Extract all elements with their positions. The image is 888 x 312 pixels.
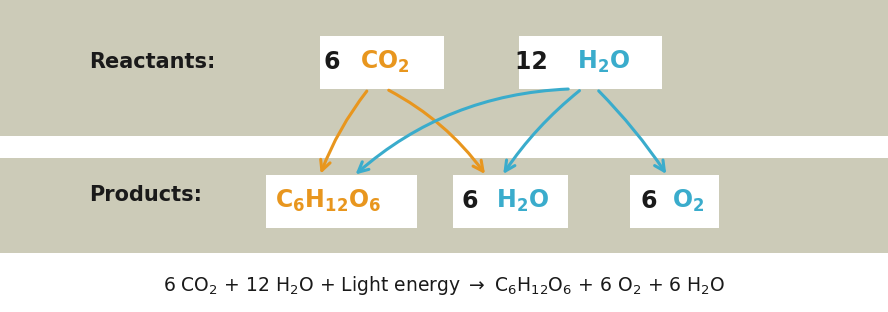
Text: Reactants:: Reactants:	[89, 52, 215, 72]
Bar	[0, 136, 888, 158]
Text: $\mathbf{H_2O}$: $\mathbf{H_2O}$	[577, 49, 630, 76]
Text: 6: 6	[641, 189, 666, 213]
Text: 6: 6	[462, 189, 487, 213]
Text: $\mathbf{C_6H_{12}O_6}$: $\mathbf{C_6H_{12}O_6}$	[275, 188, 382, 214]
Bar	[630, 175, 719, 228]
Text: Products:: Products:	[89, 185, 202, 205]
Bar	[320, 36, 444, 89]
Text: $\mathbf{O_2}$: $\mathbf{O_2}$	[672, 188, 704, 214]
Bar	[519, 36, 662, 89]
Text: $\mathbf{CO_2}$: $\mathbf{CO_2}$	[360, 49, 409, 76]
Text: $\mathbf{H_2O}$: $\mathbf{H_2O}$	[496, 188, 549, 214]
Text: 6: 6	[324, 51, 349, 74]
Bar	[0, 253, 888, 312]
Text: 6 CO$_2$ + 12 H$_2$O + Light energy $\rightarrow$ C$_6$H$_{12}$O$_6$ + 6 O$_2$ +: 6 CO$_2$ + 12 H$_2$O + Light energy $\ri…	[163, 274, 725, 297]
Text: 12: 12	[515, 51, 556, 74]
Bar	[266, 175, 417, 228]
Bar	[453, 175, 568, 228]
